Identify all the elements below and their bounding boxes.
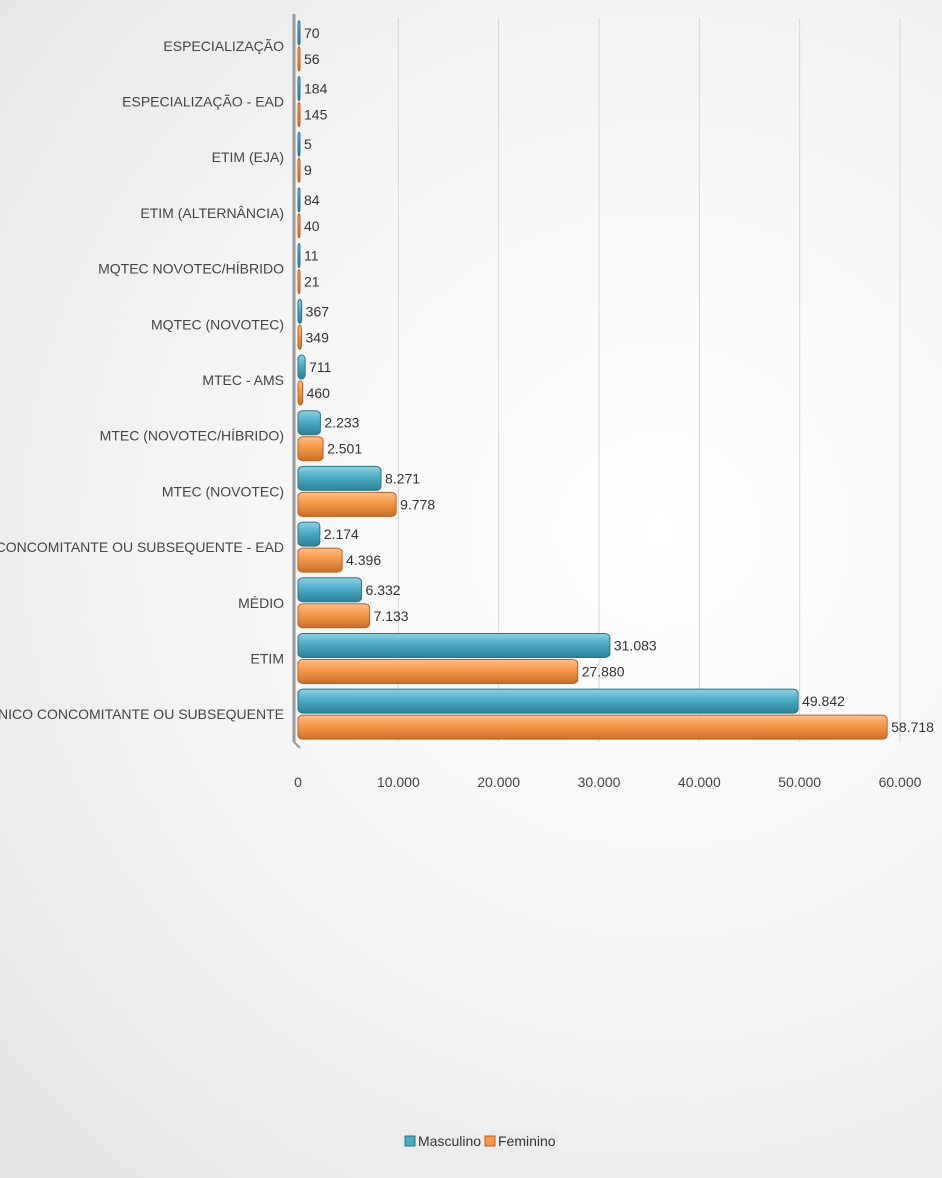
bar-masculino — [297, 187, 301, 213]
x-tick-label: 20.000 — [477, 774, 520, 790]
labels: 0 10.000 20.000 30.000 40.000 50.000 60.000 ESP… — [0, 25, 934, 790]
data-label: 56 — [304, 51, 320, 67]
bars — [297, 20, 888, 740]
bar-masculino — [297, 632, 611, 658]
bar-feminino — [297, 324, 303, 350]
category-label: ETIM (ALTERNÂNCIA) — [140, 205, 284, 221]
legend-swatch — [404, 1135, 416, 1147]
bar-masculino — [297, 354, 306, 380]
data-label: 2.174 — [324, 526, 359, 542]
data-label: 460 — [307, 385, 331, 401]
data-label: 31.083 — [614, 637, 657, 653]
data-label: 2.233 — [324, 415, 359, 431]
data-label: 145 — [304, 107, 328, 123]
x-tick-label: 30.000 — [578, 774, 621, 790]
data-label: 5 — [304, 136, 312, 152]
data-label: 711 — [309, 359, 332, 375]
category-label: TÉCNICO CONCOMITANTE OU SUBSEQUENTE — [0, 706, 284, 722]
bar-feminino — [297, 102, 301, 128]
category-label: MTEC (NOVOTEC) — [162, 483, 284, 499]
data-label: 11 — [304, 248, 319, 264]
category-label: MQTEC (NOVOTEC) — [151, 316, 284, 332]
bar-masculino — [297, 20, 301, 46]
x-tick-label: 40.000 — [678, 774, 721, 790]
category-label: ETIM (EJA) — [212, 149, 284, 165]
bar-masculino — [297, 131, 301, 157]
bar-feminino — [297, 46, 301, 72]
bar-masculino — [297, 577, 363, 603]
bar-masculino — [297, 298, 303, 324]
x-tick-label: 60.000 — [879, 774, 922, 790]
bar-feminino — [297, 658, 579, 684]
bar-feminino — [297, 714, 888, 740]
category-label: MÉDIO — [238, 595, 284, 611]
data-label: 2.501 — [327, 441, 362, 457]
legend-swatch — [484, 1135, 496, 1147]
data-label: 9 — [304, 162, 312, 178]
bar-feminino — [297, 380, 304, 406]
data-label: 70 — [304, 25, 320, 41]
bar-feminino — [297, 603, 371, 629]
data-label: 9.778 — [400, 496, 435, 512]
legend-label: Feminino — [498, 1133, 556, 1149]
data-label: 49.842 — [802, 693, 845, 709]
bar-feminino — [297, 213, 301, 239]
bar-masculino — [297, 76, 301, 102]
legend-background — [398, 1130, 558, 1152]
data-label: 84 — [304, 192, 320, 208]
data-label: 349 — [306, 329, 330, 345]
bar-masculino — [297, 688, 799, 714]
category-label: ESPECIALIZAÇÃO - EAD — [122, 94, 284, 110]
gridlines — [397, 18, 901, 742]
x-tick-label: 0 — [294, 774, 302, 790]
category-label: MTEC - AMS — [202, 372, 284, 388]
category-label: MQTEC NOVOTEC/HÍBRIDO — [98, 261, 284, 277]
y-axis — [292, 14, 301, 749]
category-label: TÉCNICO CONCOMITANTE OU SUBSEQUENTE - EA… — [0, 539, 284, 555]
data-label: 4.396 — [346, 552, 381, 568]
category-label: MTEC (NOVOTEC/HÍBRIDO) — [100, 428, 284, 444]
data-label: 40 — [304, 218, 320, 234]
bar-masculino — [297, 465, 382, 491]
legend-label: Masculino — [418, 1133, 481, 1149]
legend: Masculino Feminino — [398, 1130, 558, 1152]
axis-floor-edge — [293, 741, 301, 749]
bar-feminino — [297, 157, 301, 183]
bar-feminino — [297, 547, 343, 573]
data-label: 367 — [306, 303, 330, 319]
x-tick-label: 10.000 — [377, 774, 420, 790]
bar-feminino — [297, 491, 397, 517]
data-label: 58.718 — [891, 719, 934, 735]
bar-masculino — [297, 410, 321, 436]
category-label: ETIM — [251, 650, 284, 666]
bar-masculino — [297, 243, 301, 269]
data-label: 184 — [304, 81, 328, 97]
data-label: 7.133 — [374, 608, 409, 624]
category-label: ESPECIALIZAÇÃO — [163, 38, 284, 54]
data-label: 6.332 — [366, 582, 401, 598]
data-label: 8.271 — [385, 470, 420, 486]
data-label: 27.880 — [582, 663, 625, 679]
data-label: 21 — [304, 274, 320, 290]
bar-feminino — [297, 436, 324, 462]
bar-masculino — [297, 521, 321, 547]
x-tick-label: 50.000 — [778, 774, 821, 790]
bar-feminino — [297, 269, 301, 295]
